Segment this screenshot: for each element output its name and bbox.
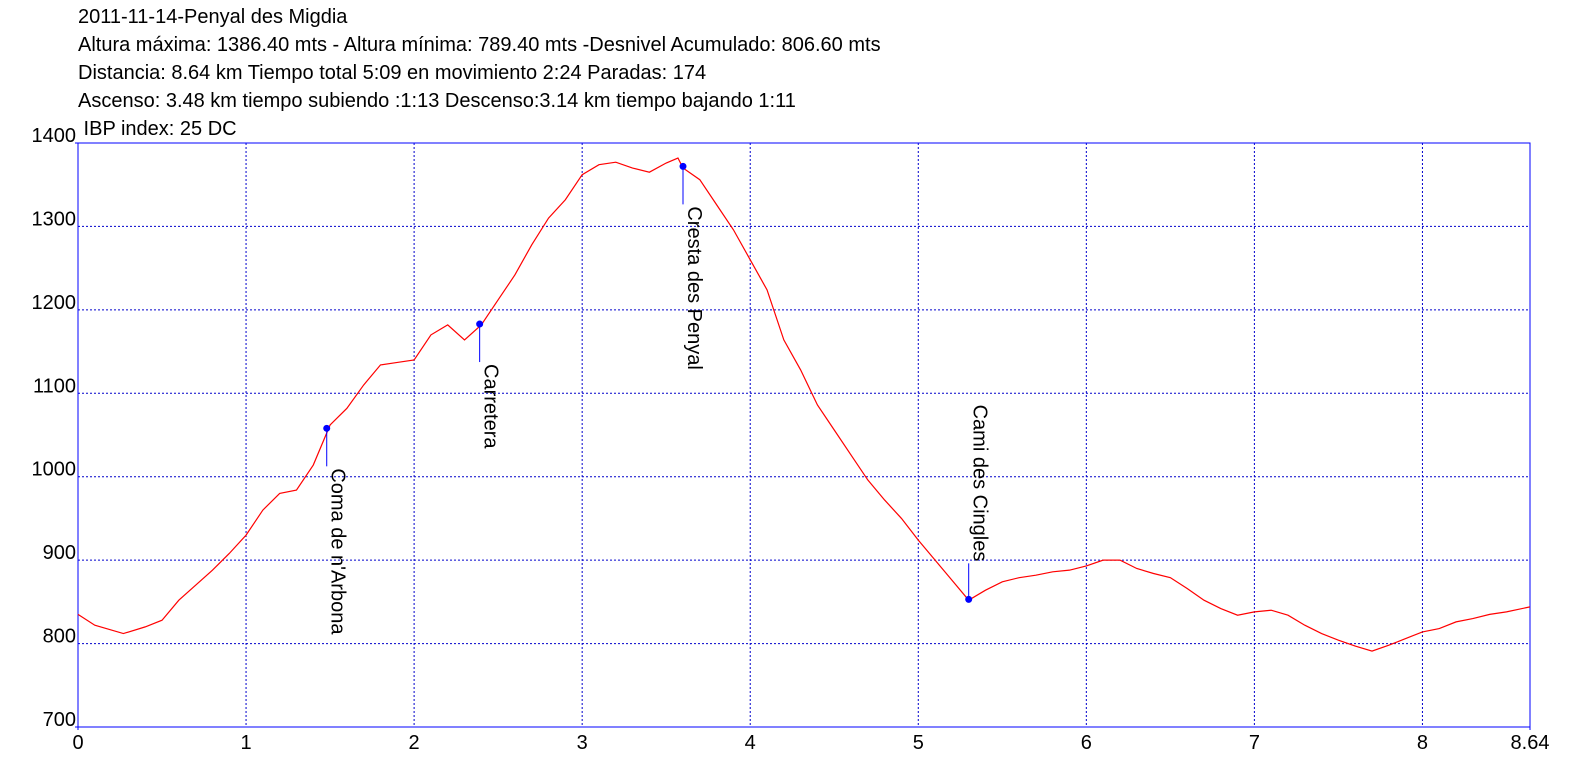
chart-title: 2011-11-14-Penyal des Migdia <box>78 6 348 28</box>
info-line: Altura máxima: 1386.40 mts - Altura míni… <box>78 34 881 56</box>
x-tick-label: 1 <box>240 732 251 754</box>
x-tick-label: 5 <box>913 732 924 754</box>
waypoint-label: Coma de n'Arbona <box>327 468 349 635</box>
waypoint <box>476 320 484 328</box>
x-tick-label: 7 <box>1249 732 1260 754</box>
y-tick-label: 1200 <box>32 292 77 314</box>
x-tick-label: 0 <box>72 732 83 754</box>
x-tick-label: 6 <box>1081 732 1092 754</box>
waypoint-label: Cami des Cingles <box>969 405 991 562</box>
info-line: IBP index: 25 DC <box>78 118 237 140</box>
x-tick-label: 8 <box>1417 732 1428 754</box>
y-tick-label: 1100 <box>33 375 76 397</box>
y-tick-label: 700 <box>43 709 76 731</box>
x-tick-label: 8.64 <box>1511 732 1550 754</box>
x-tick-label: 4 <box>745 732 756 754</box>
y-tick-label: 800 <box>43 626 76 648</box>
info-line: Distancia: 8.64 km Tiempo total 5:09 en … <box>78 62 706 84</box>
plot-frame <box>77 142 1531 728</box>
y-tick-label: 900 <box>43 542 76 564</box>
waypoint <box>679 162 687 170</box>
info-line: Ascenso: 3.48 km tiempo subiendo :1:13 D… <box>78 90 796 112</box>
y-tick-label: 1300 <box>32 208 77 230</box>
waypoint <box>965 595 973 603</box>
y-tick-label: 1400 <box>32 125 77 147</box>
waypoint-label: Carretera <box>480 364 502 449</box>
x-tick-label: 2 <box>409 732 420 754</box>
waypoint <box>323 424 331 432</box>
elevation-line <box>77 157 1531 652</box>
waypoint-label: Cresta des Penyal <box>683 206 705 369</box>
y-tick-label: 1000 <box>32 459 77 481</box>
x-tick-label: 3 <box>577 732 588 754</box>
